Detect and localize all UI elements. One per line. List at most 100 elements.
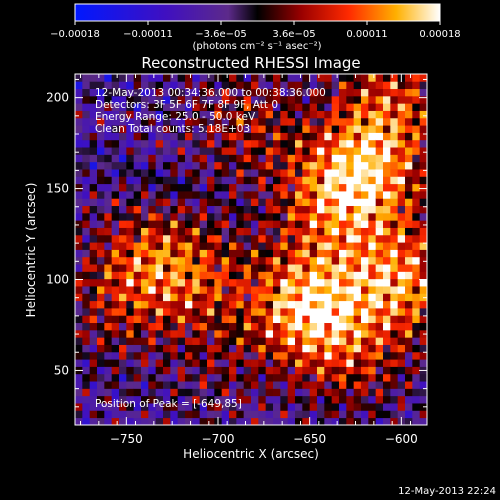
heatmap-cell <box>375 359 384 367</box>
heatmap-cell <box>317 264 325 272</box>
heatmap-cell <box>280 388 289 397</box>
heatmap-cell <box>97 256 105 265</box>
heatmap-cell <box>163 183 171 192</box>
heatmap-cell <box>405 388 413 397</box>
heatmap-cell <box>104 169 113 177</box>
heatmap-cell <box>295 351 303 360</box>
heatmap-cell <box>133 103 142 111</box>
heatmap-cell <box>214 117 223 126</box>
heatmap-cell <box>280 337 289 345</box>
heatmap-cell <box>104 344 113 353</box>
heatmap-cell <box>243 176 252 185</box>
heatmap-cell <box>148 161 157 170</box>
heatmap-cell <box>287 344 296 353</box>
heatmap-cell <box>251 337 259 345</box>
heatmap-cell <box>229 249 237 258</box>
heatmap-cell <box>126 264 135 272</box>
heatmap-cell <box>317 403 325 411</box>
heatmap-cell <box>405 410 413 419</box>
heatmap-cell <box>75 183 83 192</box>
heatmap-cell <box>148 81 157 90</box>
heatmap-cell <box>221 117 230 126</box>
heatmap-cell <box>324 132 333 141</box>
heatmap-cell <box>375 278 384 287</box>
heatmap-cell <box>295 95 303 104</box>
heatmap-cell <box>251 242 259 250</box>
heatmap-cell <box>177 256 186 265</box>
heatmap-cell <box>207 139 215 148</box>
heatmap-cell <box>155 154 164 163</box>
heatmap-cell <box>207 351 215 360</box>
heatmap-cell <box>339 366 347 375</box>
heatmap-cell <box>383 88 391 97</box>
heatmap-cell <box>104 359 113 367</box>
heatmap-cell <box>251 234 259 243</box>
heatmap-cell <box>104 227 113 236</box>
heatmap-cell <box>89 403 98 411</box>
heatmap-cell <box>207 329 215 338</box>
heatmap-cell <box>148 234 157 243</box>
heatmap-cell <box>229 308 237 316</box>
heatmap-cell <box>339 403 347 411</box>
heatmap-cell <box>324 366 333 375</box>
heatmap-cell <box>302 351 311 360</box>
heatmap-cell <box>265 315 274 324</box>
heatmap-cell <box>148 329 157 338</box>
heatmap-cell <box>412 388 421 397</box>
heatmap-cell <box>339 329 347 338</box>
heatmap-cell <box>192 183 201 192</box>
heatmap-cell <box>309 344 318 353</box>
heatmap-cell <box>126 205 135 214</box>
heatmap-cell <box>148 337 157 345</box>
heatmap-cell <box>353 315 362 324</box>
heatmap-cell <box>339 395 347 404</box>
heatmap-cell <box>317 117 325 126</box>
heatmap-cell <box>412 125 421 133</box>
heatmap-cell <box>339 322 347 331</box>
heatmap-cell <box>324 381 333 389</box>
heatmap-cell <box>295 242 303 250</box>
heatmap-cell <box>111 286 120 294</box>
heatmap-cell <box>353 373 362 382</box>
heatmap-cell <box>97 161 105 170</box>
heatmap-cell <box>419 103 428 111</box>
heatmap-cell <box>419 154 428 163</box>
heatmap-cell <box>419 198 428 207</box>
heatmap-cell <box>214 154 223 163</box>
heatmap-cell <box>258 147 267 155</box>
heatmap-cell <box>419 278 428 287</box>
heatmap-cell <box>280 329 289 338</box>
heatmap-cell <box>390 300 399 309</box>
heatmap-cell <box>309 410 318 419</box>
heatmap-cell <box>390 117 399 126</box>
heatmap-cell <box>251 329 259 338</box>
heatmap-cell <box>221 315 230 324</box>
heatmap-cell <box>133 351 142 360</box>
heatmap-cell <box>317 322 325 331</box>
heatmap-cell <box>361 132 369 141</box>
heatmap-cell <box>155 176 164 185</box>
heatmap-cell <box>295 410 303 419</box>
heatmap-cell <box>111 366 120 375</box>
heatmap-cell <box>82 351 91 360</box>
heatmap-cell <box>324 388 333 397</box>
heatmap-cell <box>126 234 135 243</box>
heatmap-cell <box>75 315 83 324</box>
heatmap-cell <box>346 403 355 411</box>
heatmap-cell <box>273 198 281 207</box>
heatmap-cell <box>346 381 355 389</box>
heatmap-cell <box>251 132 259 141</box>
heatmap-cell <box>104 403 113 411</box>
heatmap-cell <box>405 125 413 133</box>
heatmap-cell <box>302 344 311 353</box>
heatmap-cell <box>258 359 267 367</box>
heatmap-cell <box>295 88 303 97</box>
heatmap-cell <box>265 351 274 360</box>
heatmap-cell <box>419 256 428 265</box>
heatmap-cell <box>236 264 245 272</box>
heatmap-cell <box>199 176 208 185</box>
x-tick-label: −750 <box>110 432 143 446</box>
heatmap-cell <box>397 403 406 411</box>
heatmap-cell <box>170 205 179 214</box>
heatmap-cell <box>383 264 391 272</box>
